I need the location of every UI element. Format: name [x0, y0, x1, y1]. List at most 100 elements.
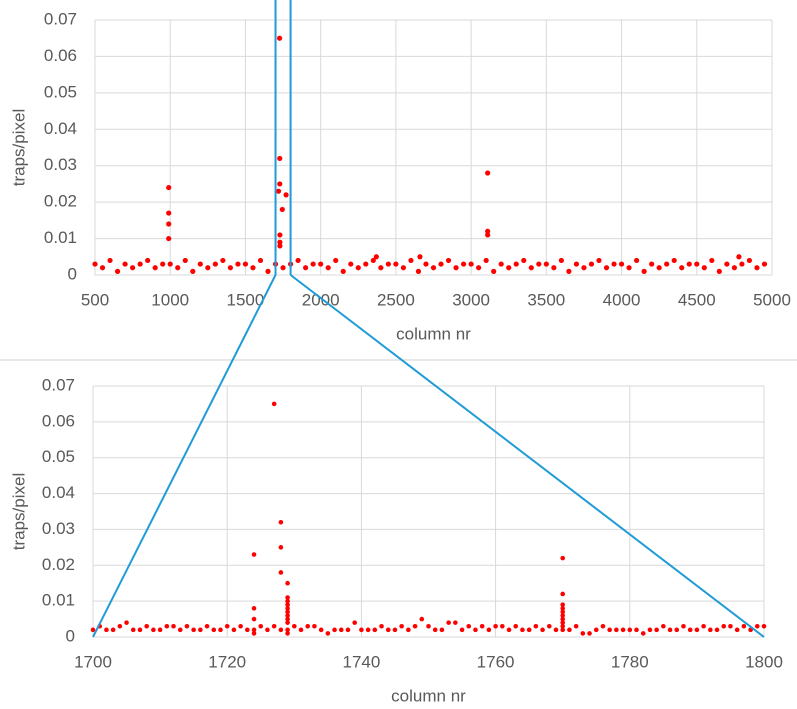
data-point [674, 627, 680, 633]
data-point [485, 170, 491, 176]
data-point [721, 623, 727, 629]
data-point [618, 261, 625, 267]
data-point [736, 254, 742, 260]
data-point [177, 627, 183, 633]
x-tick-label: 1500 [227, 290, 265, 309]
data-point [332, 627, 337, 633]
data-point [107, 257, 113, 264]
y-tick-label: 0.01 [44, 228, 77, 247]
data-point [634, 627, 639, 633]
data-point [567, 627, 572, 633]
data-point [686, 261, 692, 267]
zoom-line [289, 274, 765, 638]
data-point [348, 261, 354, 267]
data-point [439, 627, 445, 633]
data-point [90, 627, 96, 633]
data-point [506, 265, 512, 271]
data-point [626, 265, 632, 271]
data-point [277, 243, 283, 249]
data-point [566, 268, 572, 274]
data-point [491, 268, 497, 274]
data-point [130, 265, 136, 271]
data-point [117, 623, 123, 629]
data-point [581, 265, 587, 271]
x-axis-title: column nr [391, 686, 466, 705]
data-point [560, 620, 565, 625]
data-point [218, 627, 223, 633]
data-point [285, 598, 290, 604]
data-point [251, 616, 257, 622]
data-point [198, 627, 203, 633]
y-tick-label: 0.02 [42, 555, 75, 574]
data-point [419, 616, 425, 622]
data-point [191, 627, 196, 633]
data-point [647, 627, 653, 633]
data-point [122, 261, 128, 267]
data-point [312, 623, 317, 629]
data-point [558, 257, 564, 264]
data-point [250, 265, 256, 271]
data-point [560, 602, 565, 608]
data-point [728, 623, 733, 629]
data-point [285, 580, 290, 586]
data-point [160, 261, 166, 267]
data-point [251, 627, 257, 633]
data-point [671, 257, 677, 264]
data-point [754, 623, 760, 629]
data-point [157, 627, 163, 633]
data-point [175, 265, 181, 271]
data-point [370, 257, 376, 264]
data-point [278, 570, 284, 575]
data-point [265, 268, 271, 274]
data-point [543, 261, 549, 267]
data-point [92, 261, 98, 267]
y-tick-label: 0.03 [42, 519, 75, 538]
x-tick-label: 4000 [603, 290, 641, 309]
data-point [640, 631, 646, 636]
data-point [641, 268, 647, 274]
data-point [265, 627, 270, 633]
x-tick-label: 2500 [377, 290, 415, 309]
data-point [620, 627, 626, 633]
data-point [277, 232, 283, 238]
data-point [681, 623, 686, 629]
data-point [560, 606, 565, 611]
y-axis-title: traps/pixel [9, 109, 28, 186]
data-point [560, 627, 565, 633]
data-point [526, 627, 532, 633]
data-point [245, 627, 250, 633]
data-point [739, 261, 745, 267]
y-tick-label: 0.01 [42, 591, 75, 610]
data-point [378, 265, 384, 271]
data-point [466, 623, 472, 629]
data-point [190, 268, 196, 274]
data-point [701, 265, 707, 271]
data-point [546, 623, 552, 629]
data-point [513, 623, 519, 629]
data-point [278, 519, 284, 525]
data-point [166, 235, 172, 242]
data-point [305, 623, 311, 629]
data-point [235, 261, 241, 267]
data-point [553, 627, 559, 633]
data-point [338, 627, 344, 633]
data-point [114, 268, 121, 274]
data-point [426, 623, 431, 629]
x-tick-label: 1760 [477, 652, 515, 671]
y-tick-label: 0.07 [42, 375, 75, 394]
data-point [687, 627, 693, 633]
zoom-line [92, 274, 277, 638]
data-point [204, 623, 210, 629]
data-point [152, 265, 158, 271]
data-point [212, 261, 218, 267]
data-point [423, 261, 429, 267]
data-point [498, 261, 504, 267]
y-tick-label: 0 [66, 626, 75, 645]
data-point [731, 265, 737, 271]
data-point [560, 613, 565, 618]
data-point [667, 627, 673, 633]
data-point [486, 627, 492, 633]
data-point [279, 206, 285, 213]
data-point [110, 627, 116, 633]
